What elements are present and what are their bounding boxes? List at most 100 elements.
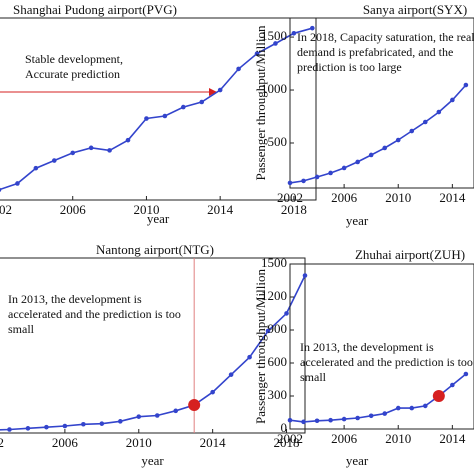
- data-point: [173, 408, 179, 414]
- x-tick-label: 2014: [200, 435, 227, 450]
- series-line: [0, 275, 306, 431]
- data-point: [33, 165, 39, 171]
- chart-title: Nantong airport(NTG): [96, 242, 214, 257]
- data-point: [355, 415, 360, 421]
- x-tick-label: 2006: [331, 190, 358, 205]
- x-tick-label: 2014: [439, 431, 466, 446]
- chart-title: Zhuhai airport(ZUH): [355, 247, 465, 262]
- x-tick-label: 2014: [439, 190, 466, 205]
- x-tick-label: 2018: [274, 435, 300, 450]
- plot-frame: [0, 17, 317, 201]
- x-tick-label: 2010: [126, 435, 152, 450]
- data-point: [291, 30, 297, 36]
- data-point: [301, 419, 306, 425]
- data-point: [51, 158, 57, 163]
- data-point: [81, 421, 86, 427]
- data-point: [265, 328, 271, 334]
- data-point: [7, 427, 12, 432]
- y-tick-label: 500: [268, 134, 288, 149]
- x-tick-label: 2010: [133, 202, 159, 217]
- y-tick-label: 1200: [261, 288, 287, 303]
- data-point: [15, 181, 20, 186]
- data-point: [228, 372, 234, 377]
- annotation: In 2013, the development is: [8, 292, 142, 306]
- data-point: [162, 113, 168, 119]
- series-line: [289, 84, 467, 184]
- x-tick-label: 2002: [277, 190, 303, 205]
- annotation: In 2018, Capacity saturation, the real: [297, 30, 474, 44]
- data-point: [382, 145, 388, 151]
- data-point: [341, 416, 347, 422]
- data-point: [181, 104, 186, 110]
- data-point: [409, 405, 415, 411]
- data-point: [88, 145, 94, 151]
- annotation: In 2013, the development is: [300, 340, 434, 354]
- x-tick-label: 2006: [331, 431, 358, 446]
- y-tick-label: 1500: [261, 255, 287, 270]
- highlight-point: [188, 399, 201, 411]
- data-point: [463, 371, 469, 377]
- data-point: [368, 413, 374, 419]
- data-point: [450, 97, 455, 103]
- x-tick-label: 2002: [0, 202, 12, 217]
- x-tick-label: 2006: [60, 202, 87, 217]
- data-point: [62, 423, 68, 429]
- annotation: small: [300, 370, 327, 384]
- data-point: [287, 180, 293, 186]
- annotation: prediction is too large: [297, 60, 402, 74]
- annotation: demand is prefabricated, and the: [297, 45, 453, 59]
- data-point: [395, 137, 401, 143]
- data-point: [254, 51, 260, 56]
- data-point: [302, 273, 308, 278]
- chart-title: Sanya airport(SYX): [363, 2, 467, 17]
- data-point: [125, 137, 131, 143]
- x-tick-label: 2018: [281, 202, 307, 217]
- x-tick-label: 2002: [0, 435, 4, 450]
- highlight-point: [432, 390, 445, 402]
- y-tick-label: 1500: [261, 28, 287, 43]
- x-axis-label: year: [147, 211, 170, 226]
- data-point: [25, 426, 31, 431]
- data-point: [287, 417, 293, 423]
- data-point: [236, 66, 241, 72]
- series-line: [0, 27, 313, 191]
- data-point: [70, 150, 76, 156]
- y-tick-label: 0: [281, 420, 288, 435]
- annotation: small: [8, 322, 35, 336]
- data-point: [210, 389, 215, 395]
- x-tick-label: 2006: [52, 435, 79, 450]
- x-tick-label: 2010: [385, 431, 411, 446]
- x-tick-label: 2014: [207, 202, 234, 217]
- data-point: [0, 187, 2, 192]
- plot-frame: [289, 263, 474, 430]
- data-point: [117, 419, 123, 424]
- x-axis-label: year: [141, 453, 164, 468]
- x-tick-label: 2002: [277, 431, 303, 446]
- data-point: [422, 119, 428, 125]
- data-point: [301, 178, 306, 184]
- data-point: [217, 87, 223, 93]
- annotation: accelerated and the prediction is too: [300, 355, 473, 369]
- data-point: [136, 414, 142, 419]
- plot-frame: [289, 17, 474, 189]
- x-tick-label: 2010: [385, 190, 411, 205]
- y-tick-label: 900: [268, 321, 288, 336]
- data-point: [436, 109, 442, 115]
- data-point: [154, 413, 160, 418]
- data-point: [107, 148, 112, 153]
- data-point: [355, 159, 360, 165]
- data-point: [395, 405, 401, 411]
- data-point: [273, 41, 278, 46]
- data-point: [44, 424, 49, 430]
- data-point: [328, 170, 333, 176]
- data-point: [463, 82, 469, 88]
- data-point: [199, 99, 205, 105]
- data-point: [314, 418, 320, 424]
- data-point: [341, 165, 347, 171]
- annotation: accelerated and the prediction is too: [8, 307, 181, 321]
- annotation: Stable development,: [25, 52, 123, 66]
- data-point: [409, 128, 415, 134]
- plot-frame: [0, 257, 306, 434]
- data-point: [422, 403, 428, 409]
- data-point: [247, 354, 252, 360]
